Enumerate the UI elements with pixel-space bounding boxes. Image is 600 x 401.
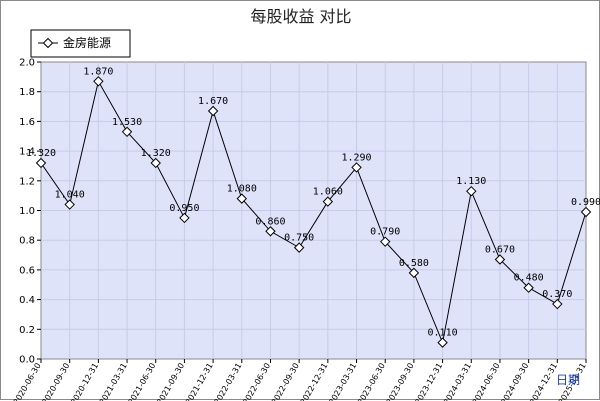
data-label: 1.320 <box>141 148 171 159</box>
legend-label: 金房能源 <box>63 35 111 50</box>
data-label: 1.670 <box>198 96 228 107</box>
data-label: 0.580 <box>399 258 429 269</box>
y-tick-label: 2.0 <box>19 58 35 69</box>
data-label: 1.530 <box>112 117 142 128</box>
data-label: 0.790 <box>370 227 400 238</box>
chart-title: 每股收益 对比 <box>250 7 351 26</box>
x-tick-label: 2021-03-31 <box>98 362 129 401</box>
x-axis-title: 日期 <box>556 373 580 387</box>
y-axis: 0.00.20.40.60.81.01.21.41.61.82.0 <box>19 58 41 366</box>
x-tick-label: 2024-03-31 <box>442 362 473 401</box>
x-tick-label: 2024-06-30 <box>471 362 502 401</box>
data-label: 1.040 <box>55 190 85 201</box>
data-label: 1.320 <box>26 148 56 159</box>
x-tick-label: 2021-12-31 <box>184 362 215 401</box>
data-label: 1.060 <box>313 187 343 198</box>
x-tick-label: 2023-12-31 <box>413 362 444 401</box>
x-tick-label: 2023-09-30 <box>385 362 416 401</box>
x-tick-label: 2020-06-30 <box>12 362 43 401</box>
x-tick-label: 2021-09-30 <box>155 362 186 401</box>
y-tick-label: 0.4 <box>19 295 35 306</box>
data-label: 0.950 <box>169 203 199 214</box>
x-tick-label: 2021-06-30 <box>126 362 157 401</box>
y-tick-label: 1.2 <box>19 176 35 187</box>
data-label: 1.080 <box>227 184 257 195</box>
x-tick-label: 2022-06-30 <box>241 362 272 401</box>
x-tick-label: 2024-09-30 <box>499 362 530 401</box>
data-label: 0.670 <box>485 245 515 256</box>
data-label: 0.860 <box>255 216 285 227</box>
data-label: 0.370 <box>542 289 572 300</box>
x-tick-label: 2023-03-31 <box>327 362 358 401</box>
data-label: 0.750 <box>284 233 314 244</box>
x-axis: 2020-06-302020-09-302020-12-312021-03-31… <box>12 359 588 401</box>
x-tick-label: 2020-12-31 <box>69 362 100 401</box>
x-tick-label: 2022-09-30 <box>270 362 301 401</box>
y-tick-label: 0.2 <box>19 325 35 336</box>
x-tick-label: 2020-09-30 <box>40 362 71 401</box>
data-label: 0.990 <box>571 197 600 208</box>
x-tick-label: 2022-03-31 <box>212 362 243 401</box>
y-tick-label: 1.0 <box>19 206 35 217</box>
data-label: 0.480 <box>514 273 544 284</box>
x-tick-label: 2024-12-31 <box>528 362 559 401</box>
y-tick-label: 0.6 <box>19 265 35 276</box>
x-tick-label: 2023-06-30 <box>356 362 387 401</box>
data-label: 0.110 <box>428 328 458 339</box>
data-label: 1.130 <box>456 176 486 187</box>
x-tick-label: 2022-12-31 <box>299 362 330 401</box>
legend: 金房能源 <box>31 30 130 57</box>
y-tick-label: 1.6 <box>19 117 35 128</box>
y-tick-label: 1.8 <box>19 87 35 98</box>
data-label: 1.290 <box>341 152 371 163</box>
y-tick-label: 0.8 <box>19 236 35 247</box>
data-label: 1.870 <box>83 66 113 77</box>
